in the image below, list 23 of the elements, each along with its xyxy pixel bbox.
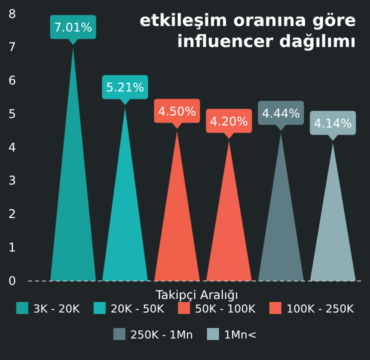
y-tick-label: 0 [8,274,16,288]
legend-label: 3K - 20K [33,302,80,316]
legend-label: 100K - 250K [286,302,355,316]
text: etkileşim oranına göre influencer dağılımı [140,11,356,52]
y-tick-label: 2 [8,207,16,222]
data-label: 4.44% [262,106,300,120]
y-tick-label: 8 [8,6,16,21]
data-label: 7.01% [54,20,92,35]
legend-label: 1Mn< [224,328,257,342]
y-tick-label: 4 [8,140,16,154]
y-tick-label: 6 [8,74,16,88]
y-tick-label: 5 [8,106,16,121]
data-label: 4.50% [158,104,196,118]
y-tick-label: 3 [8,174,16,188]
data-label: 4.14% [314,116,352,130]
y-tick-label: 1 [8,240,16,254]
legend-label: 50K - 100K [195,302,256,316]
legend-label: 250K - 1Mn [130,328,193,342]
legend-label: 20K - 50K [110,302,165,316]
x-axis-title: Takipçi Aralığı [154,288,238,302]
y-tick-label: 7 [8,40,16,54]
data-label: 4.20% [210,114,248,128]
data-label: 5.21% [106,80,144,95]
